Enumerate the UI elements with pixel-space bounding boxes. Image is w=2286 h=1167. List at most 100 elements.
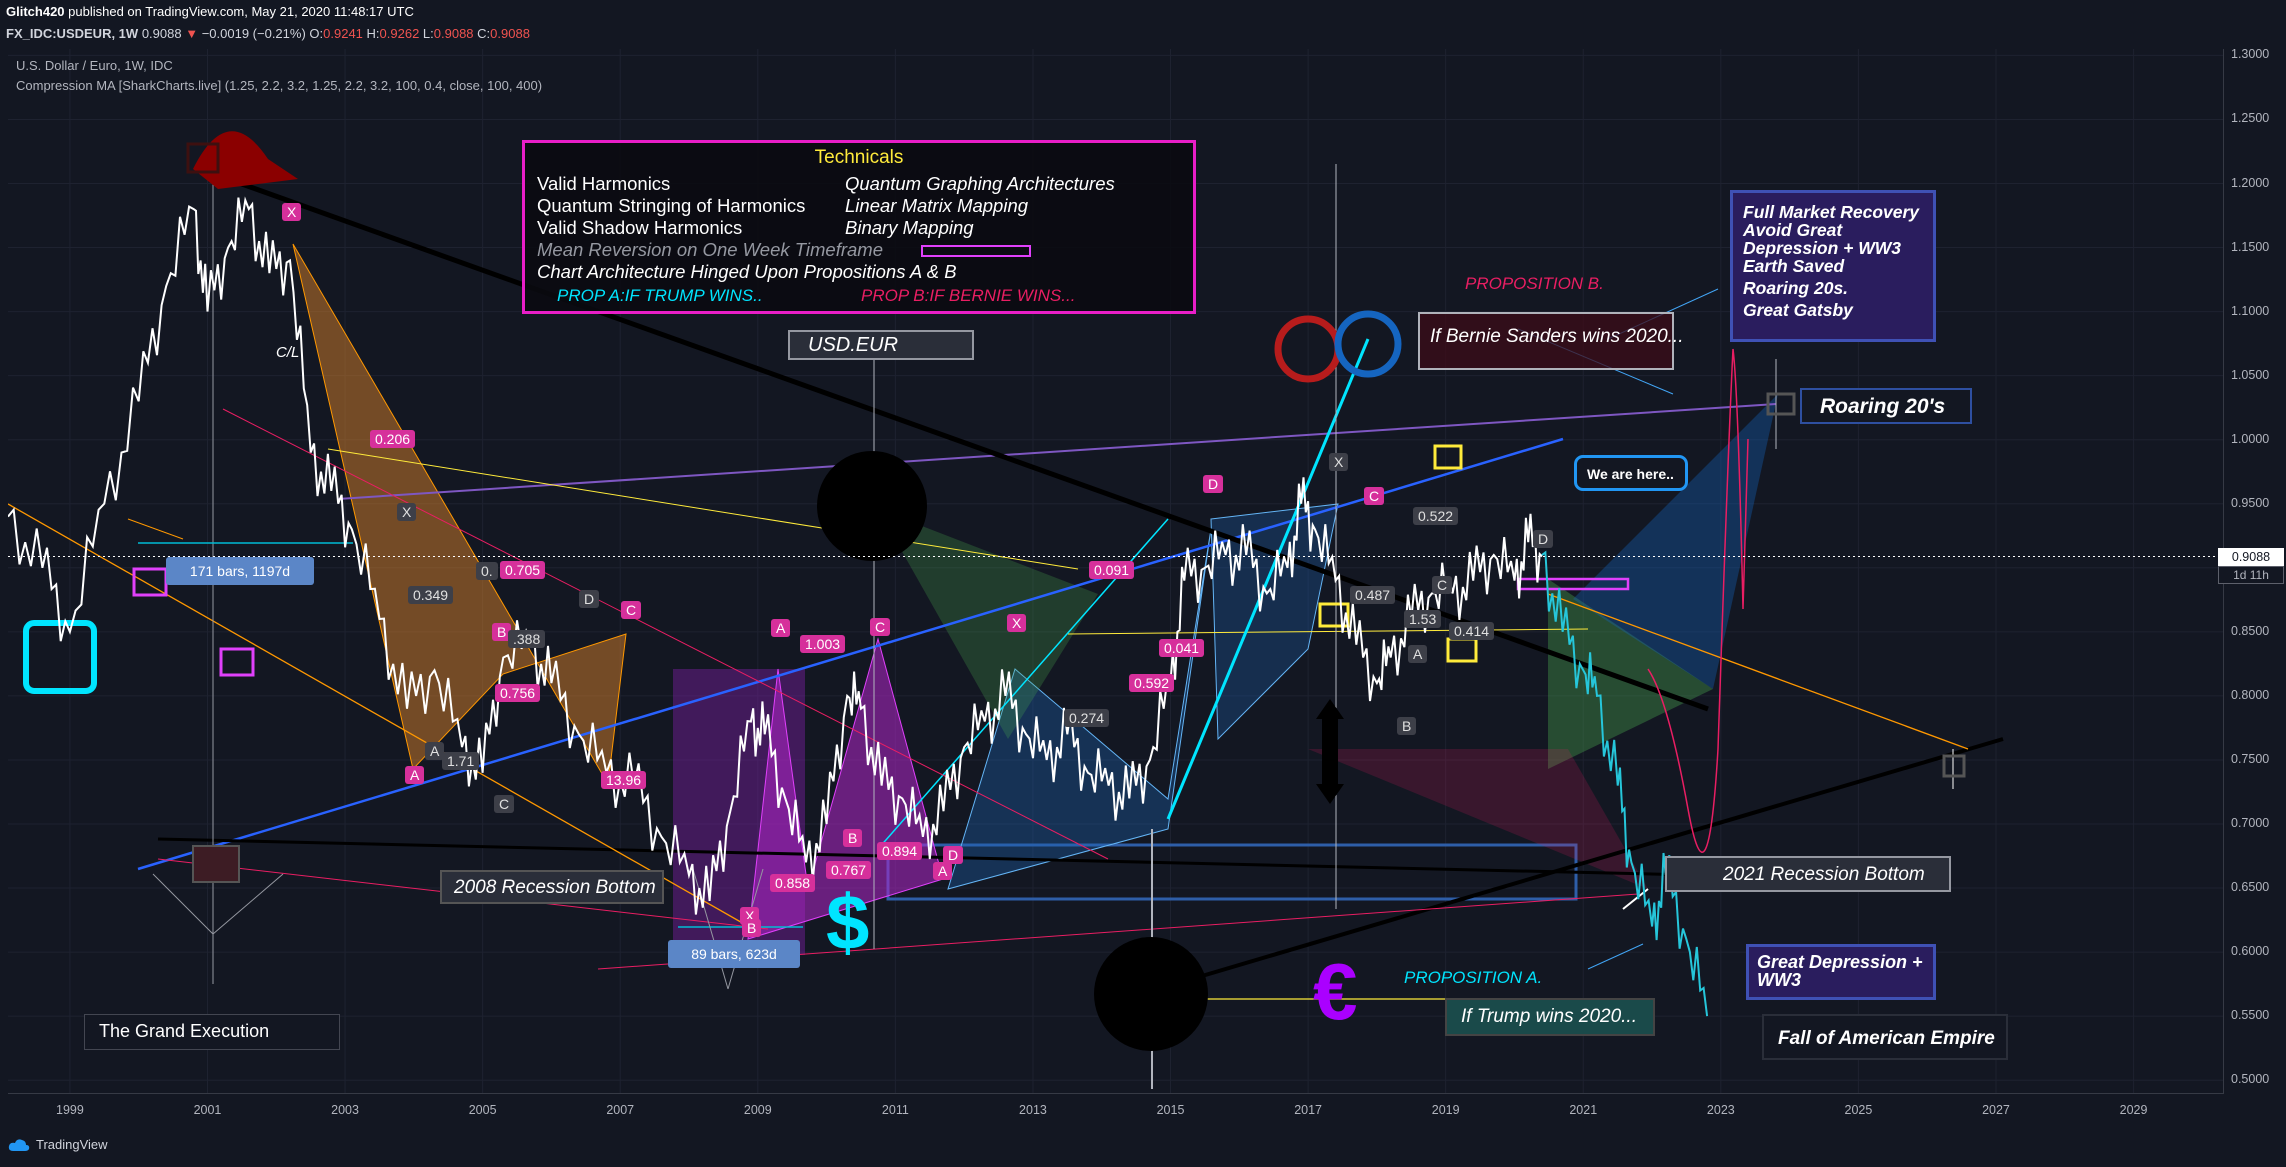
cl-label: C/L xyxy=(276,344,300,361)
pivot-circle xyxy=(1094,937,1208,1051)
fib-ratio-label[interactable]: 1.53 xyxy=(1404,610,1442,628)
y-tick-label: 0.9500 xyxy=(2231,495,2270,510)
pattern-point-label[interactable]: X xyxy=(1007,614,1027,632)
technicals-right-1: Linear Matrix Mapping xyxy=(845,195,1029,216)
y-tick-label: 1.0500 xyxy=(2231,367,2270,382)
double-arrow-icon xyxy=(1316,699,1344,804)
x-tick-label: 2009 xyxy=(743,1103,772,1117)
fib-ratio-label[interactable]: 0.522 xyxy=(1413,507,1459,525)
y-tick-label: 0.6000 xyxy=(2231,944,2270,959)
we-are-here-callout[interactable]: We are here.. xyxy=(1574,455,1688,491)
fib-ratio-label[interactable]: 0.091 xyxy=(1089,561,1135,579)
technicals-right-2: Binary Mapping xyxy=(845,217,974,238)
x-tick-label: 2029 xyxy=(2119,1103,2148,1117)
fib-ratio-label[interactable]: 13.96 xyxy=(601,771,647,789)
pattern-point-label[interactable]: A xyxy=(405,766,425,784)
x-tick-label: 2007 xyxy=(606,1103,635,1117)
fib-ratio-label[interactable]: 1.003 xyxy=(800,635,846,653)
pattern-point-label[interactable]: D xyxy=(943,846,964,864)
y-tick-label: 1.2000 xyxy=(2231,175,2270,190)
fib-ratio-label[interactable]: 0.894 xyxy=(877,842,923,860)
bernie-label[interactable]: If Bernie Sanders wins 2020... xyxy=(1418,312,1683,370)
y-tick-label: 0.7500 xyxy=(2231,751,2270,766)
y-tick-label: 0.6500 xyxy=(2231,880,2270,895)
full-recovery-line: Full Market Recovery xyxy=(1743,202,1920,222)
proposition-b-label[interactable]: PROPOSITION B. xyxy=(1465,274,1604,293)
pattern-point-label[interactable]: B xyxy=(492,623,512,641)
fib-ratio-label[interactable]: 0.487 xyxy=(1350,586,1396,604)
x-tick-label: 2025 xyxy=(1844,1103,1873,1117)
pattern-point-label[interactable]: C xyxy=(1364,487,1385,505)
fall-empire-label[interactable]: Fall of American Empire xyxy=(1762,1014,2008,1060)
pattern-point-label[interactable]: C xyxy=(870,618,891,636)
pattern-point-label[interactable]: A xyxy=(425,742,445,760)
trump-label[interactable]: If Trump wins 2020... xyxy=(1445,998,1655,1036)
roaring-label[interactable]: Roaring 20's xyxy=(1800,388,1972,424)
chart-canvas[interactable]: $ € xyxy=(8,49,2223,1093)
pattern-point-label[interactable]: B xyxy=(843,829,863,847)
pattern-point-label[interactable]: D xyxy=(1203,475,1224,493)
pattern-point-label[interactable]: A xyxy=(933,862,953,880)
x-tick-label: 2003 xyxy=(331,1103,359,1117)
tradingview-logo[interactable]: TradingView xyxy=(8,1137,108,1152)
cloud-icon xyxy=(8,1138,30,1151)
technicals-box[interactable]: Technicals Valid Harmonics Quantum Strin… xyxy=(522,140,1196,314)
full-recovery-line: Depression + WW3 xyxy=(1743,238,1902,258)
fib-ratio-label[interactable]: 0.705 xyxy=(500,561,546,579)
pattern-point-label[interactable]: X xyxy=(1329,453,1349,471)
y-tick-label: 1.1000 xyxy=(2231,303,2270,318)
series-legend[interactable]: U.S. Dollar / Euro, 1W, IDC xyxy=(16,58,173,73)
fib-ratio-label[interactable]: 0.349 xyxy=(408,586,454,604)
pattern-point-label[interactable]: A xyxy=(1408,645,1428,663)
change-value: −0.0019 (−0.21%) xyxy=(201,26,306,41)
publisher-name[interactable]: Glitch420 xyxy=(6,4,65,19)
pattern-point-label[interactable]: A xyxy=(771,619,791,637)
fib-ratio-label[interactable]: .388 xyxy=(508,630,546,648)
fib-ratio-label[interactable]: 0.274 xyxy=(1064,709,1110,727)
pattern-point-label[interactable]: C xyxy=(621,601,642,619)
pattern-point-label[interactable]: D xyxy=(1533,530,1554,548)
euro-icon: € xyxy=(1313,947,1358,1036)
bars-range-label[interactable]: 89 bars, 623d xyxy=(668,940,800,968)
fib-ratio-label[interactable]: 0. xyxy=(476,562,498,580)
bar-countdown: 1d 11h xyxy=(2218,565,2284,584)
full-recovery-box[interactable]: Full Market Recovery Avoid Great Depress… xyxy=(1730,190,1936,342)
fib-ratio-label[interactable]: 0.414 xyxy=(1449,622,1495,640)
pattern-point-label[interactable]: X xyxy=(397,503,417,521)
proposition-a-label[interactable]: PROPOSITION A. xyxy=(1404,968,1543,987)
bars-range-label[interactable]: 171 bars, 1197d xyxy=(166,557,314,585)
pattern-point-label[interactable]: B xyxy=(1397,717,1417,735)
indicator-legend[interactable]: Compression MA [SharkCharts.live] (1.25,… xyxy=(16,78,543,93)
y-tick-label: 0.5500 xyxy=(2231,1008,2270,1023)
recession-2021-label[interactable]: 2021 Recession Bottom xyxy=(1665,856,1951,892)
technicals-left-2: Valid Shadow Harmonics xyxy=(537,217,743,238)
fib-ratio-label[interactable]: 0.756 xyxy=(495,684,541,702)
pivot-circle xyxy=(817,451,927,561)
fib-ratio-label[interactable]: 1.71 xyxy=(442,752,480,770)
fib-ratio-label[interactable]: 0.206 xyxy=(370,430,416,448)
pattern-point-label[interactable]: C xyxy=(1432,576,1453,594)
fib-ratio-label[interactable]: 0.767 xyxy=(826,861,872,879)
last-price-tag: 0.9088 xyxy=(2218,547,2284,566)
y-tick-label: 1.2500 xyxy=(2231,111,2270,126)
pattern-point-label[interactable]: X xyxy=(282,203,302,221)
pattern-point-label[interactable]: D xyxy=(579,590,600,608)
x-tick-label: 2027 xyxy=(1982,1103,2010,1117)
great-depression-box[interactable]: Great Depression + WW3 xyxy=(1746,944,1936,1000)
fib-ratio-label[interactable]: 0.041 xyxy=(1159,639,1205,657)
recession-2008-label[interactable]: 2008 Recession Bottom xyxy=(440,870,664,904)
x-tick-label: 2011 xyxy=(881,1103,909,1117)
y-tick-label: 0.5000 xyxy=(2231,1072,2270,1087)
hat-icon xyxy=(193,131,298,189)
high-label: H: xyxy=(366,26,380,41)
triangle-zone xyxy=(878,509,1098,739)
pattern-point-label[interactable]: C xyxy=(494,795,515,813)
usdeur-label[interactable]: USD.EUR xyxy=(788,330,974,360)
down-arrow-icon: ▼ xyxy=(185,26,199,41)
last-price: 0.9088 xyxy=(141,26,182,41)
fib-ratio-label[interactable]: 0.858 xyxy=(770,874,816,892)
grand-execution-label[interactable]: The Grand Execution xyxy=(84,1014,340,1050)
fib-ratio-label[interactable]: 0.592 xyxy=(1129,674,1175,692)
pattern-point-label[interactable]: B xyxy=(742,919,762,937)
ohlc-line: FX_IDC:USDEUR, 1W 0.9088 ▼ −0.0019 (−0.2… xyxy=(6,26,530,41)
